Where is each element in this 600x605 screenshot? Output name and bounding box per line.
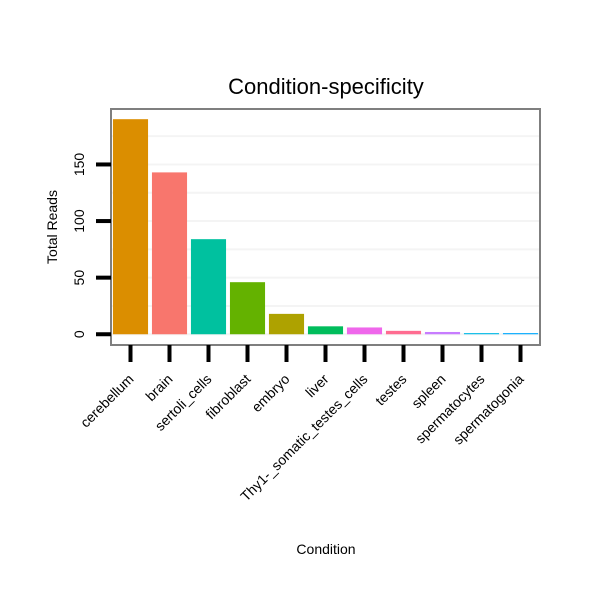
bar-spermatogonia xyxy=(502,333,539,335)
bar-spleen xyxy=(424,331,461,335)
y-tick-label: 100 xyxy=(71,209,87,233)
y-tick-label: 0 xyxy=(71,330,87,338)
x-tick-label: testes xyxy=(372,371,410,409)
bar-cerebellum xyxy=(112,119,149,335)
bar-thy1-somatic-testes-cells xyxy=(346,327,383,335)
bar-spermatocytes xyxy=(463,333,500,335)
x-tick-label: brain xyxy=(142,371,175,404)
y-axis: 0 50 100 150 xyxy=(71,153,111,338)
x-axis-title: Condition xyxy=(296,541,355,557)
bars-layer xyxy=(112,119,539,335)
y-tick-label: 150 xyxy=(71,153,87,177)
x-tick-label: liver xyxy=(302,371,332,401)
bar-testes xyxy=(385,330,422,335)
x-tick-label: embryo xyxy=(248,371,292,415)
bar-brain xyxy=(151,172,188,335)
x-tick-label: spermatogonia xyxy=(450,371,527,448)
y-tick-label: 50 xyxy=(71,270,87,286)
bar-sertoli-cells xyxy=(190,239,227,335)
bar-fibroblast xyxy=(229,282,266,335)
bar-embryo xyxy=(268,313,305,335)
x-tick-label: cerebellum xyxy=(77,371,137,431)
chart-title: Condition-specificity xyxy=(228,74,424,99)
x-axis: cerebellum brainsertoli_cellsfibroblastem… xyxy=(77,345,527,504)
y-axis-title: Total Reads xyxy=(44,190,60,264)
bar-liver xyxy=(307,326,344,335)
